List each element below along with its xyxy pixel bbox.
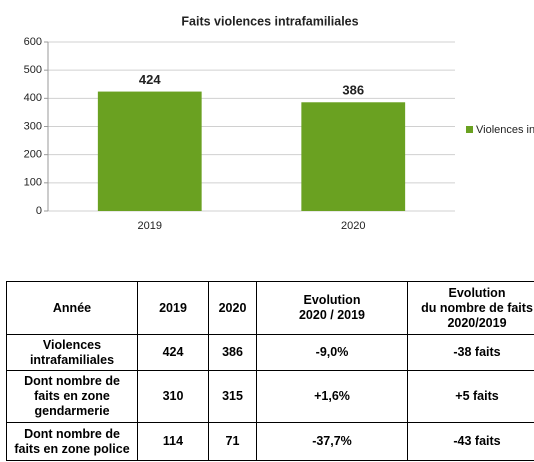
y-tick-label: 600 <box>24 36 42 48</box>
table-cell: Violences intrafamiliales <box>6 334 138 371</box>
table-cell: 315 <box>208 370 257 423</box>
table-row: Violences intrafamiliales 424 386 -9,0% -38 … <box>6 334 534 371</box>
table-cell: +5 faits <box>407 370 534 423</box>
data-table: Année 2019 2020 Evolution 2020 / 2019 Evolut… <box>6 281 534 461</box>
table-cell: -9,0% <box>256 334 408 371</box>
table-cell: -37,7% <box>256 422 408 461</box>
y-tick-label: 500 <box>24 64 42 76</box>
y-tick-label: 0 <box>36 205 42 217</box>
bar <box>97 91 202 211</box>
y-tick-label: 200 <box>24 149 42 161</box>
y-tick-label: 400 <box>24 92 42 104</box>
table-cell: 71 <box>208 422 257 461</box>
table-cell: 310 <box>137 370 209 423</box>
chart: Faits violences intrafamiliales 0 100 200 3… <box>24 14 534 232</box>
header-cell: 2020 <box>208 281 257 335</box>
table-cell: 424 <box>137 334 209 371</box>
table-row: Dont nombre de faits en zone gendarmerie… <box>6 370 534 423</box>
table-cell: +1,6% <box>256 370 408 423</box>
table-cell: 386 <box>208 334 257 371</box>
table-cell: Dont nombre de faits en zone gendarmerie <box>6 370 138 423</box>
table-cell: 114 <box>137 422 209 461</box>
header-row: Année 2019 2020 Evolution 2020 / 2019 Evolut… <box>6 281 534 335</box>
header-cell: 2019 <box>137 281 209 335</box>
value-label: 386 <box>342 83 364 98</box>
bar <box>301 102 406 211</box>
y-tick-label: 300 <box>24 120 42 132</box>
legend-label: Violences intrafamiliales <box>476 124 534 136</box>
table-row: Dont nombre de faits en zone police 114 71… <box>6 422 534 461</box>
legend-swatch <box>466 126 473 133</box>
y-tick-label: 100 <box>24 177 42 189</box>
x-tick-label: 2019 <box>138 220 162 232</box>
table-cell: -38 faits <box>407 334 534 371</box>
chart-title: Faits violences intrafamiliales <box>181 14 358 28</box>
value-label: 424 <box>139 72 161 87</box>
table-cell: Dont nombre de faits en zone police <box>6 422 138 461</box>
header-cell: Evolution du nombre de faits 2020/2019 <box>407 281 534 335</box>
header-cell: Evolution 2020 / 2019 <box>256 281 408 335</box>
table-cell: -43 faits <box>407 422 534 461</box>
x-tick-label: 2020 <box>341 220 365 232</box>
header-cell: Année <box>6 281 138 335</box>
